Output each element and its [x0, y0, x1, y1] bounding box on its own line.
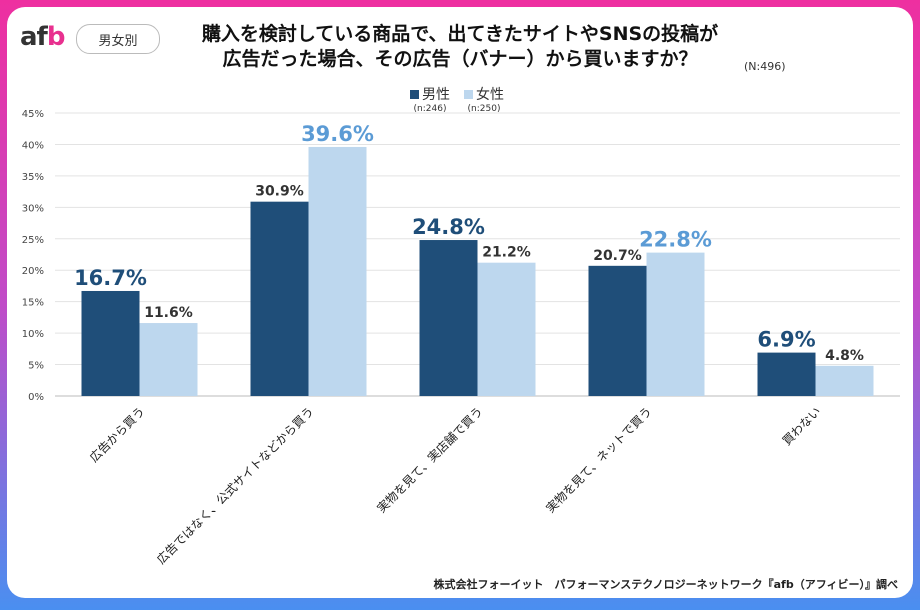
data-label: 20.7% — [593, 248, 642, 264]
data-label: 6.9% — [757, 328, 815, 352]
chart-title: 購入を検討している商品で、出てきたサイトやSNSの投稿が 広告だった場合、その広告… — [201, 23, 719, 70]
y-tick-label: 5% — [28, 361, 44, 372]
y-tick-label: 45% — [22, 109, 44, 120]
bar-male — [250, 201, 309, 396]
bar-male — [81, 290, 140, 396]
data-label: 39.6% — [301, 122, 374, 146]
data-label: 30.9% — [255, 184, 304, 200]
bar-male — [757, 352, 816, 396]
gender-badge: 男女別 — [76, 24, 160, 54]
bar-female — [477, 262, 536, 396]
y-tick-label: 15% — [22, 298, 44, 309]
y-tick-label: 20% — [22, 266, 44, 277]
data-label: 24.8% — [412, 215, 485, 239]
y-tick-label: 10% — [22, 329, 44, 340]
category-label: 広告から買う — [87, 404, 148, 465]
y-tick-label: 40% — [22, 140, 44, 151]
bar-female — [308, 146, 367, 396]
data-label: 21.2% — [482, 245, 531, 261]
bar-female — [139, 323, 198, 396]
category-label: 広告ではなく、公式サイトなどから買う — [154, 404, 317, 567]
category-label: 買わない — [780, 404, 824, 448]
data-label: 16.7% — [74, 266, 147, 290]
footer-credit: 株式会社フォーイット パフォーマンステクノロジーネットワーク『afb（アフィビー… — [433, 578, 898, 591]
y-tick-label: 35% — [22, 172, 44, 183]
bar-male — [588, 265, 647, 396]
y-tick-label: 25% — [22, 235, 44, 246]
category-label: 実物を見て、実店舗で買う — [374, 404, 486, 516]
legend-female: 女性 (n:250) — [464, 84, 504, 114]
data-label: 22.8% — [639, 228, 712, 252]
legend-male-swatch — [410, 89, 419, 99]
y-tick-label: 30% — [22, 203, 44, 214]
bar-female — [646, 252, 705, 396]
y-tick-label: 0% — [28, 392, 44, 403]
bar-male — [419, 240, 478, 396]
legend-female-swatch — [464, 89, 473, 99]
bar-female — [815, 365, 874, 396]
legend-male: 男性 (n:246) — [410, 84, 450, 114]
sample-size: (N:496) — [744, 60, 786, 73]
afb-logo: afb — [20, 22, 65, 52]
data-label: 4.8% — [825, 348, 864, 364]
legend: 男性 (n:246) 女性 (n:250) — [410, 84, 504, 114]
data-label: 11.6% — [144, 305, 193, 321]
category-label: 実物を見て、ネットで買う — [543, 404, 655, 516]
